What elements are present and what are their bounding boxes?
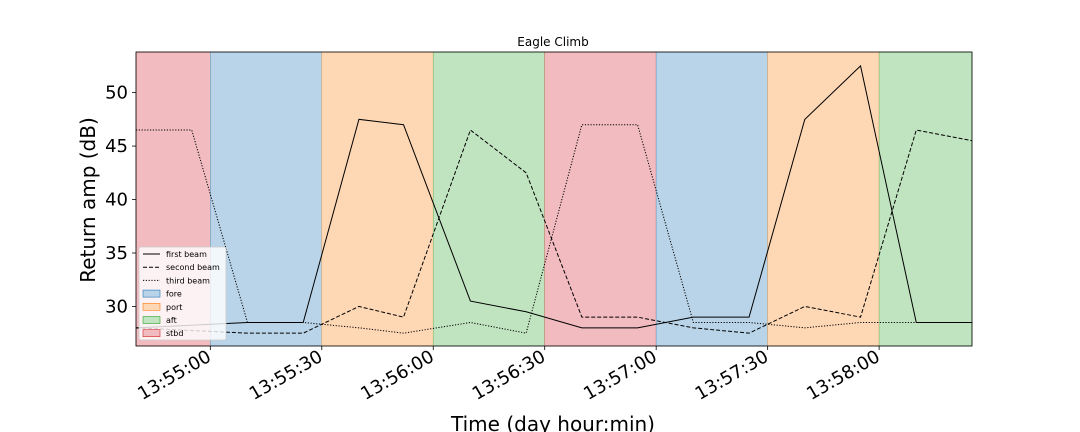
y-tick-label: 35 (105, 243, 128, 264)
y-axis: 30 35 40 45 50 (105, 83, 136, 317)
x-axis: 13:55:00 13:55:30 13:56:00 13:56:30 13:57:00… (134, 346, 884, 405)
x-tick-label: 13:55:00 (134, 346, 215, 405)
chart-title: Eagle Climb (517, 35, 588, 49)
plot-frame (135, 51, 973, 347)
y-tick-label: 50 (105, 83, 128, 104)
legend-label-second-beam: second beam (166, 263, 220, 272)
direction-bands (135, 51, 973, 347)
legend-swatch-stbd (142, 329, 161, 338)
legend-label-fore: fore (166, 290, 182, 299)
x-tick-label: 13:56:00 (357, 346, 438, 405)
x-tick-label: 13:57:30 (692, 346, 773, 405)
x-tick-label: 13:58:00 (803, 346, 884, 405)
legend-label-port: port (166, 303, 182, 312)
legend-swatch-port (142, 302, 161, 311)
band-fore-1 (210, 51, 323, 347)
legend-label-stbd: stbd (166, 329, 183, 338)
legend: first beam second beam third beam fore port a… (138, 246, 227, 341)
band-aft-3 (432, 51, 546, 347)
y-axis-label: Return amp (dB) (76, 117, 100, 283)
x-tick-label: 13:55:30 (246, 346, 327, 405)
legend-label-first-beam: first beam (166, 250, 207, 259)
y-tick-label: 40 (105, 190, 128, 211)
x-tick-label: 13:56:30 (469, 346, 550, 405)
y-tick-label: 45 (105, 136, 128, 157)
series-line-third-beam (136, 124, 972, 334)
legend-swatch-fore (142, 289, 161, 298)
series-line-first-beam (135, 64, 972, 329)
band-fore-5 (655, 51, 768, 347)
y-tick-label: 30 (105, 296, 128, 317)
band-stbd-4 (544, 51, 657, 347)
legend-label-third-beam: third beam (166, 276, 210, 285)
beam-lines (135, 64, 973, 334)
band-port-6 (767, 51, 880, 347)
x-axis-label: Time (day hour:min) (450, 412, 655, 432)
legend-swatch-aft (142, 316, 161, 324)
x-tick-label: 13:57:00 (580, 346, 661, 405)
legend-label-aft: aft (166, 316, 177, 325)
band-aft-7 (878, 51, 973, 347)
legend-box (138, 246, 227, 341)
band-port-2 (321, 51, 434, 347)
